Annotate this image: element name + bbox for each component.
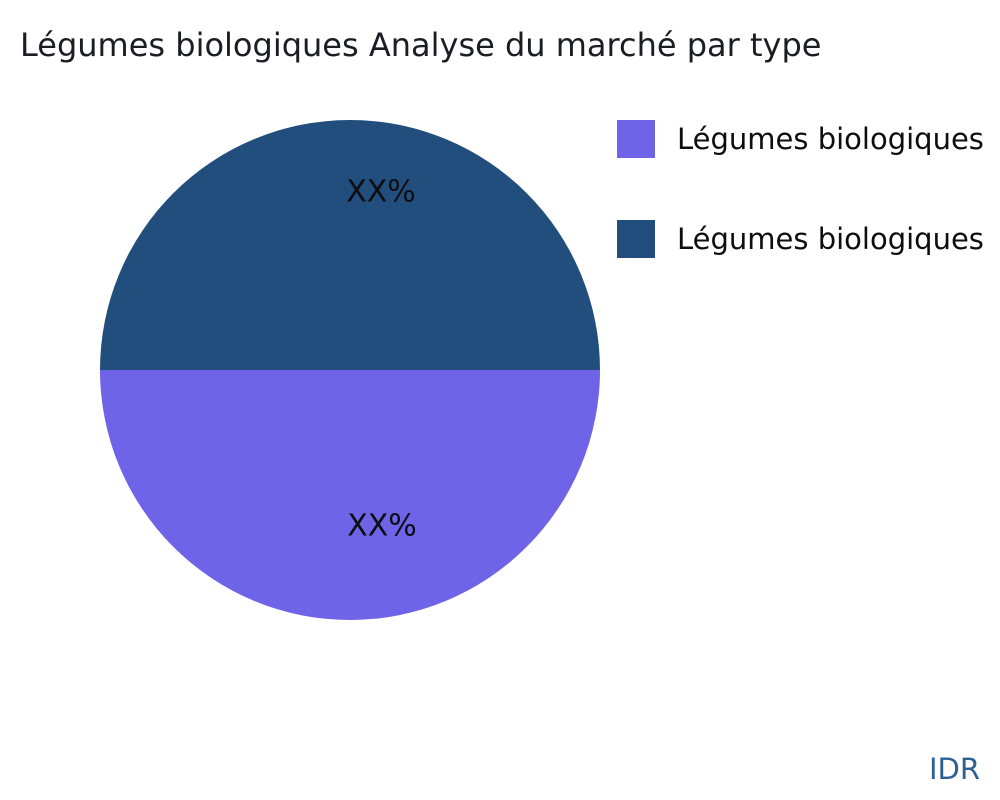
legend-label: Légumes biologiques (677, 122, 984, 156)
brand-watermark: IDR (928, 752, 980, 786)
pie-chart (100, 120, 600, 620)
legend-swatch-darkblue (617, 220, 655, 258)
pie-slice-label-bottom: XX% (347, 508, 417, 544)
legend-label: Légumes biologiques (677, 222, 984, 256)
legend-swatch-purple (617, 120, 655, 158)
legend-item: Légumes biologiques (617, 220, 984, 258)
legend-item: Légumes biologiques (617, 120, 984, 158)
chart-title: Légumes biologiques Analyse du marché pa… (20, 26, 822, 64)
legend: Légumes biologiques Légumes biologiques (617, 120, 984, 320)
pie-slice-label-top: XX% (346, 174, 416, 210)
